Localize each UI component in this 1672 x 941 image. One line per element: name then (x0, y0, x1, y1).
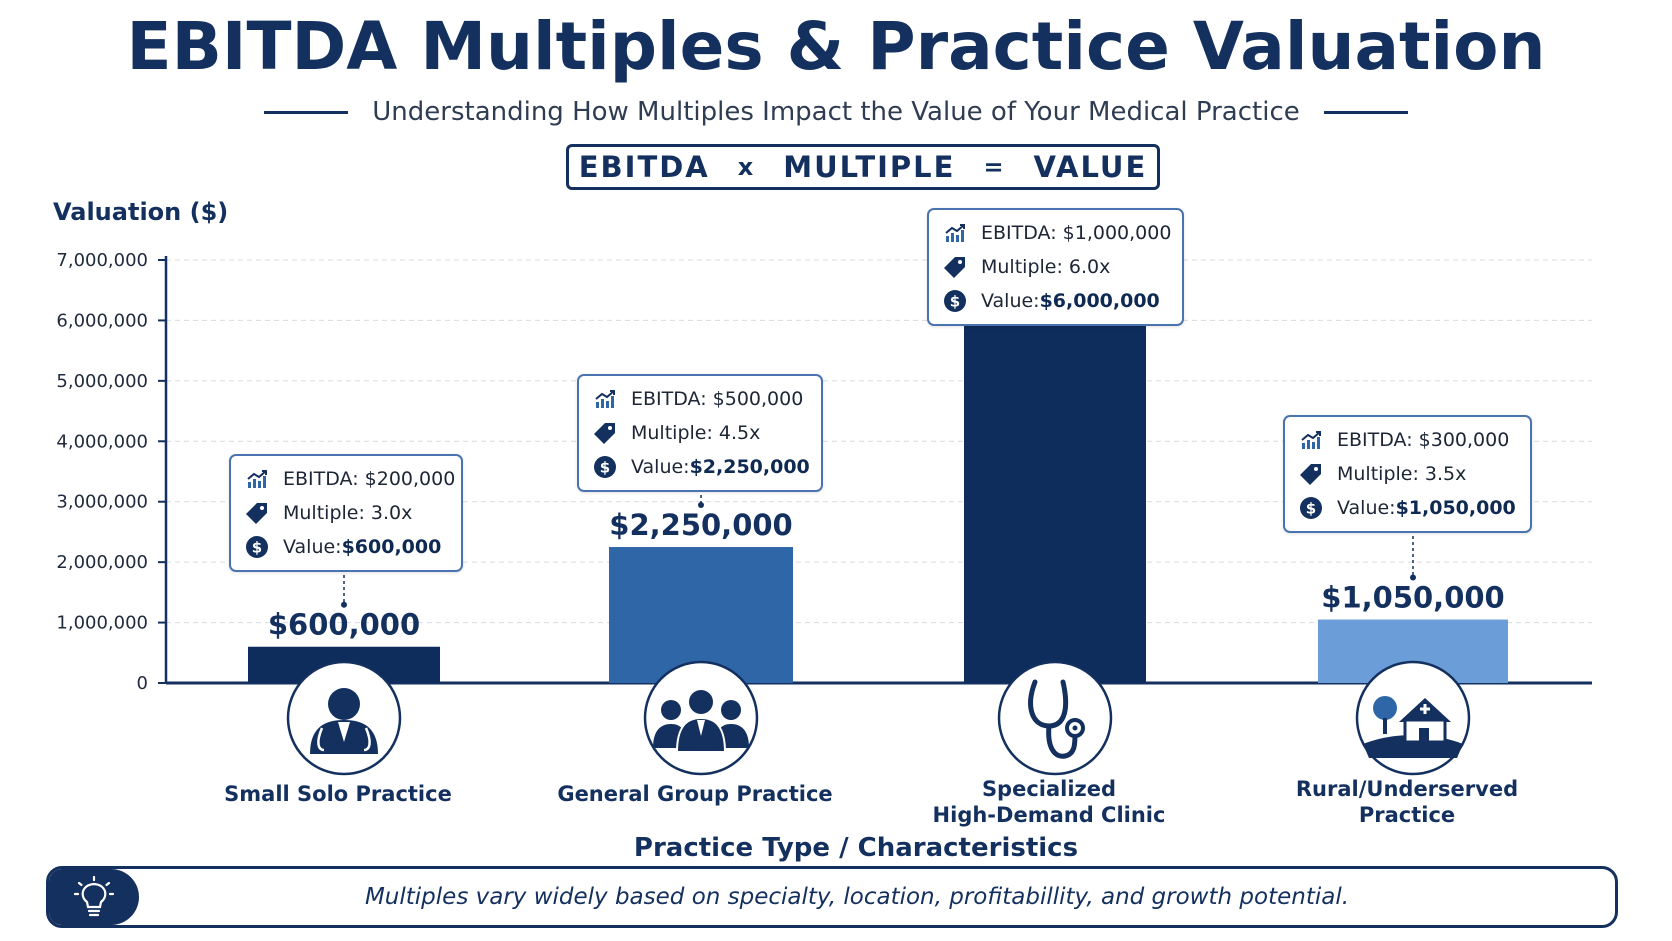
x-axis-label: Practice Type / Characteristics (634, 833, 1078, 863)
footer-note-bar: Multiples vary widely based on specialty… (46, 866, 1618, 928)
callout-box-3: EBITDA: $1,000,000 Multiple: 6.0x $ Value: … (927, 208, 1184, 326)
bar-3 (964, 320, 1146, 683)
chart-growth-icon (247, 470, 267, 488)
dollar-coin-icon: $ (246, 536, 268, 558)
formula-box: EBITDA x MULTIPLE = VALUE (566, 144, 1160, 190)
doctor-icon (286, 660, 402, 776)
bar-2 (609, 547, 793, 683)
callout-connector-dot (698, 502, 704, 509)
y-tick-label: 2,000,000 (56, 552, 148, 573)
callout-multiple: Multiple: 3.5x (1299, 457, 1516, 491)
price-tag-icon (594, 423, 615, 444)
callout-ebitda: EBITDA: $1,000,000 (943, 216, 1171, 250)
category-label: General Group Practice (557, 782, 832, 806)
formula-multiple: MULTIPLE (783, 150, 956, 184)
svg-text:$: $ (950, 293, 960, 311)
y-axis-label: Valuation ($) (53, 198, 228, 226)
callout-value: $ Value: $600,000 (245, 530, 447, 564)
bar-value-label: $600,000 (268, 608, 420, 642)
chart-growth-icon (595, 390, 615, 408)
svg-text:$: $ (600, 459, 610, 477)
lightbulb-icon (49, 869, 139, 925)
bar-value-label: $1,050,000 (1321, 581, 1504, 615)
callout-ebitda: EBITDA: $500,000 (593, 382, 807, 416)
callout-value: $ Value: $2,250,000 (593, 450, 810, 484)
rural-house-icon (1355, 660, 1471, 776)
category-label: Rural/Underserved (1296, 777, 1518, 801)
category-label: High-Demand Clinic (933, 803, 1166, 827)
callout-ebitda: EBITDA: $200,000 (245, 462, 455, 496)
y-tick-label: 0 (137, 673, 148, 694)
page-subtitle: Understanding How Multiples Impact the V… (372, 97, 1300, 127)
price-tag-icon (1300, 464, 1321, 485)
callout-connector-dot (1410, 574, 1416, 581)
stethoscope-icon (997, 660, 1113, 776)
y-tick-label: 1,000,000 (56, 613, 148, 634)
callout-box-1: EBITDA: $200,000 Multiple: 3.0x $ Value: $6… (229, 454, 463, 572)
callout-value: $ Value: $6,000,000 (943, 284, 1168, 318)
y-tick-label: 7,000,000 (56, 250, 148, 271)
price-tag-icon (944, 257, 965, 278)
category-label: Small Solo Practice (224, 782, 452, 806)
y-tick-label: 3,000,000 (56, 492, 148, 513)
dollar-coin-icon: $ (594, 456, 616, 478)
formula-value: VALUE (1033, 150, 1148, 184)
callout-value: $ Value: $1,050,000 (1299, 491, 1516, 525)
footer-note: Multiples vary widely based on specialty… (364, 884, 1350, 910)
callout-connector-dot (341, 601, 347, 608)
svg-text:$: $ (252, 539, 262, 557)
category-label: Practice (1359, 803, 1455, 827)
dollar-coin-icon: $ (944, 290, 966, 312)
callout-box-2: EBITDA: $500,000 Multiple: 4.5x $ Value: $2… (577, 374, 823, 492)
callout-multiple: Multiple: 3.0x (245, 496, 447, 530)
y-tick-label: 6,000,000 (56, 310, 148, 331)
formula-times: x (737, 153, 756, 181)
price-tag-icon (246, 503, 267, 524)
category-label: Specialized (982, 777, 1116, 801)
callout-box-4: EBITDA: $300,000 Multiple: 3.5x $ Value: $1… (1283, 415, 1532, 533)
dollar-coin-icon: $ (1300, 497, 1322, 519)
chart-growth-icon (945, 224, 965, 242)
callout-ebitda: EBITDA: $300,000 (1299, 423, 1516, 457)
callout-multiple: Multiple: 6.0x (943, 250, 1168, 284)
page-title: EBITDA Multiples & Practice Valuation (126, 8, 1546, 85)
y-tick-label: 5,000,000 (56, 371, 148, 392)
subtitle-rule-left (264, 110, 349, 114)
svg-text:$: $ (1306, 500, 1316, 518)
formula-ebitda: EBITDA (578, 150, 710, 184)
subtitle-row: Understanding How Multiples Impact the V… (0, 92, 1672, 132)
formula-equals: = (983, 153, 1006, 181)
group-icon (643, 660, 759, 776)
chart-growth-icon (1301, 431, 1321, 449)
callout-multiple: Multiple: 4.5x (593, 416, 807, 450)
bar-value-label: $2,250,000 (609, 508, 792, 542)
subtitle-rule-right (1323, 110, 1408, 114)
y-tick-label: 4,000,000 (56, 431, 148, 452)
